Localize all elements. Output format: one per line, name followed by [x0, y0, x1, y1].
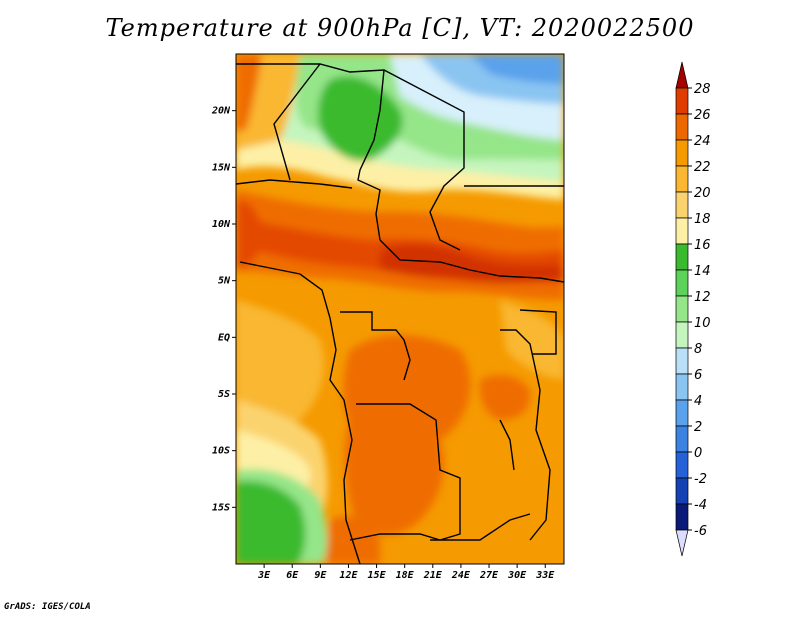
lat-label: 5N — [218, 276, 231, 287]
field-orange-northwest — [236, 54, 262, 132]
field-amber-gulf — [236, 300, 324, 430]
colorbar-swatch — [675, 191, 689, 219]
lon-label: 27E — [479, 570, 499, 581]
border-angola — [349, 403, 461, 541]
lon-label: 30E — [507, 570, 527, 581]
colorbar-label: 18 — [694, 212, 711, 227]
colorbar-label: 24 — [694, 134, 711, 149]
map-frame — [235, 53, 565, 565]
colorbar-label: -4 — [694, 498, 707, 513]
border-congo — [340, 311, 411, 381]
colorbar-swatch — [675, 321, 689, 349]
lon-label: 12E — [339, 570, 358, 581]
longitude-axis: 3E 6E 9E 12E 15E 18E 21E 24E 27E 30E 33E — [257, 564, 555, 581]
lat-label: 20N — [211, 106, 231, 117]
lake-tanganyika — [499, 419, 515, 471]
field-orange-east — [479, 375, 531, 420]
colorbar-swatch — [675, 503, 689, 531]
colorbar-label: 16 — [694, 238, 711, 253]
field-green-core-south — [236, 481, 306, 564]
lon-label: 18E — [396, 570, 415, 581]
colorbar-swatch — [675, 217, 689, 245]
colorbar-swatch — [675, 295, 689, 323]
colorbar-swatch — [675, 113, 689, 141]
colorbar-swatch — [675, 269, 689, 297]
lake-victoria — [519, 309, 557, 355]
colorbar-label: 8 — [694, 342, 702, 357]
lat-label: 15S — [212, 502, 230, 513]
temperature-field — [236, 54, 564, 564]
field-hot-west — [236, 200, 262, 268]
colorbar-label: 2 — [694, 420, 702, 435]
latitude-axis: 20N 15N 10N 5N EQ 5S 10S 15S — [211, 106, 236, 513]
colorbar-label: 4 — [694, 394, 702, 409]
colorbar-label: 28 — [694, 82, 711, 97]
colorbar-label: 14 — [694, 264, 711, 279]
colorbar-swatch — [675, 243, 689, 271]
lon-label: 9E — [314, 570, 327, 581]
border-east — [500, 329, 551, 541]
lon-label: 24E — [451, 570, 471, 581]
lat-label: EQ — [218, 332, 230, 343]
colorbar-swatch — [675, 139, 689, 167]
colorbar-swatch — [675, 347, 689, 375]
border-chad — [357, 69, 385, 241]
coastline-west — [239, 261, 361, 564]
field-warm-core — [380, 244, 564, 283]
lon-label: 3E — [257, 570, 271, 581]
colorbar-label: 12 — [694, 290, 711, 305]
lon-label: 21E — [423, 570, 443, 581]
lon-label: 6E — [286, 570, 299, 581]
map-title: Temperature at 900hPa [C], VT: 202002250… — [105, 14, 695, 42]
colorbar-swatch — [675, 87, 689, 115]
border-north — [236, 63, 465, 251]
colorbar-label: 20 — [694, 186, 711, 201]
border-car — [379, 239, 564, 283]
boundaries — [236, 63, 564, 564]
lat-label: 15N — [212, 162, 231, 173]
colorbar-swatch — [675, 425, 689, 453]
colorbar-swatch — [675, 451, 689, 479]
colorbar-label: 10 — [694, 316, 711, 331]
border-west — [273, 63, 321, 181]
lon-label: 33E — [535, 570, 555, 581]
lat-label: 10N — [212, 219, 231, 230]
colorbar-swatch — [675, 399, 689, 427]
border-zambia — [430, 513, 531, 541]
border-sahel — [236, 179, 353, 189]
lon-label: 15E — [368, 570, 387, 581]
lat-label: 10S — [212, 446, 230, 457]
colorbar-swatch — [675, 165, 689, 193]
colorbar-label: 6 — [694, 368, 702, 383]
colorbar-label: 26 — [694, 108, 711, 123]
lat-label: 5S — [218, 389, 230, 400]
colorbar-swatch — [675, 477, 689, 505]
colorbar-label: -6 — [694, 524, 707, 539]
field-amber-highland — [500, 300, 564, 380]
field-blue — [470, 54, 564, 84]
colorbar-label: 0 — [694, 446, 702, 461]
colorbar-label: 22 — [694, 160, 711, 175]
colorbar-label: -2 — [694, 472, 707, 487]
colorbar-swatch — [675, 529, 689, 557]
colorbar-swatch — [675, 61, 689, 89]
field-orange-angola — [344, 416, 444, 535]
grads-credit: GrADS: IGES/COLA — [4, 602, 91, 612]
colorbar-swatch — [675, 373, 689, 401]
